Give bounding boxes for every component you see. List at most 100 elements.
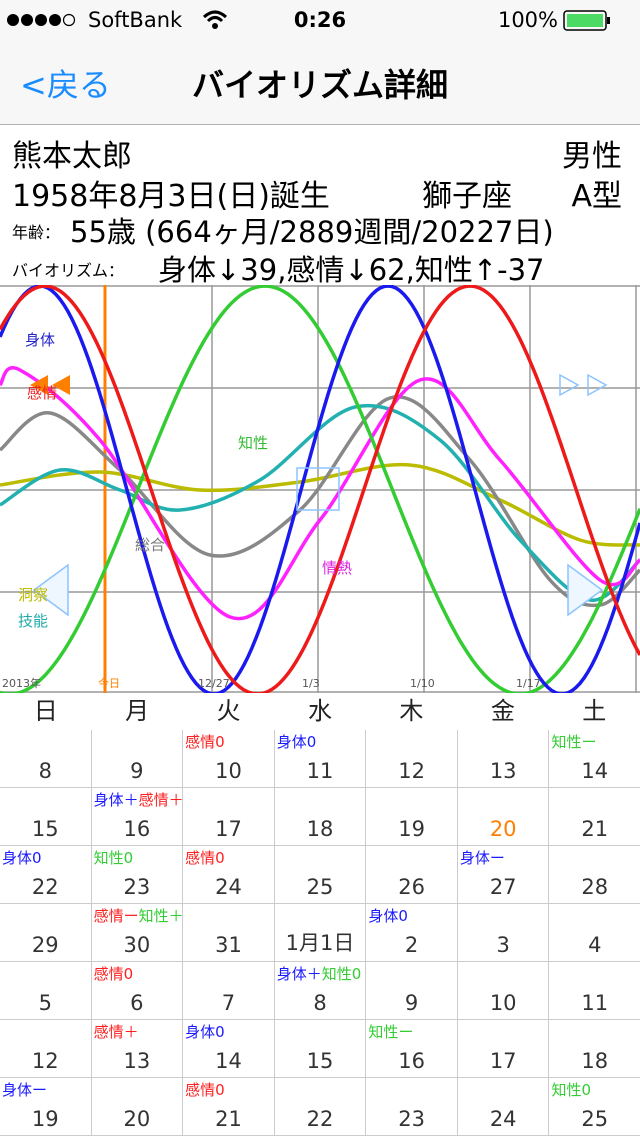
day-cell: 5 bbox=[0, 962, 92, 1020]
status-bar: SoftBank 0:26 100% bbox=[0, 0, 640, 40]
chart-label: 情熱 bbox=[322, 559, 352, 577]
day-number: 22 bbox=[31, 875, 59, 899]
day-number: 8 bbox=[38, 759, 52, 783]
tag: 身体ー bbox=[2, 1081, 48, 1099]
tag: 知性0 bbox=[93, 849, 134, 867]
day-number: 29 bbox=[31, 933, 59, 957]
day-number: 15 bbox=[306, 1049, 334, 1073]
tag: 身体＋ bbox=[93, 791, 139, 809]
weekday: 金 bbox=[490, 697, 515, 725]
back-button[interactable]: <戻る bbox=[20, 66, 111, 104]
day-cell: 4 bbox=[549, 904, 640, 962]
day-number: 19 bbox=[31, 1107, 59, 1131]
day-cell: 11 bbox=[549, 962, 640, 1020]
day-number: 17 bbox=[489, 1049, 517, 1073]
day-cell: 知性0 25 bbox=[549, 1078, 640, 1136]
gender: 男性 bbox=[562, 139, 622, 174]
day-cell: 26 bbox=[366, 846, 458, 904]
day-cell: 21 bbox=[549, 788, 640, 846]
tag-group: 感情0 bbox=[94, 963, 134, 984]
weekday: 日 bbox=[33, 697, 58, 725]
day-number: 20 bbox=[123, 1107, 151, 1131]
day-number: 22 bbox=[306, 1107, 334, 1131]
curve bbox=[0, 285, 640, 693]
day-number: 28 bbox=[581, 875, 609, 899]
tag-group: 身体ー bbox=[2, 1079, 47, 1100]
day-number: 18 bbox=[581, 1049, 609, 1073]
day-number: 13 bbox=[489, 759, 517, 783]
curve bbox=[0, 285, 640, 693]
day-cell: 知性0 23 bbox=[91, 846, 184, 904]
day-cell: 19 bbox=[366, 788, 458, 846]
day-number: 6 bbox=[130, 991, 144, 1015]
day-cell: 25 bbox=[274, 846, 367, 904]
day-cell: 13 bbox=[457, 730, 550, 788]
calendar-row: 15 身体＋感情＋ 16 17 18 19 20 21 bbox=[0, 788, 640, 846]
day-number: 8 bbox=[313, 991, 327, 1015]
time: 0:26 bbox=[293, 8, 347, 32]
weekday: 土 bbox=[582, 697, 607, 725]
tag: 知性ー bbox=[551, 733, 597, 751]
tag: 身体0 bbox=[276, 733, 317, 751]
day-cell: 18 bbox=[274, 788, 367, 846]
tag-group: 感情0 bbox=[185, 731, 225, 752]
day-number: 9 bbox=[404, 991, 419, 1015]
curve bbox=[0, 285, 640, 693]
day-number: 14 bbox=[581, 759, 609, 783]
day-cell: 7 bbox=[183, 962, 275, 1020]
day-cell: 感情0 21 bbox=[183, 1078, 275, 1136]
date-label: 1/3 bbox=[302, 677, 320, 690]
weekday: 水 bbox=[307, 697, 332, 725]
day-number: 17 bbox=[215, 817, 242, 841]
calendar-row: 5 感情0 6 7 身体＋知性0 8 9 10 11 bbox=[0, 962, 640, 1020]
tag: 知性＋ bbox=[138, 907, 184, 925]
day-cell: 9 bbox=[91, 730, 184, 788]
tag: 身体＋ bbox=[276, 965, 322, 983]
tag-group: 知性0 bbox=[94, 847, 134, 868]
day-number: 24 bbox=[489, 1107, 517, 1131]
tag-group: 知性0 bbox=[551, 1079, 591, 1100]
day-number: 25 bbox=[581, 1107, 609, 1131]
tag-group: 感情＋ bbox=[94, 1021, 139, 1042]
date-label: 1/17 bbox=[516, 677, 541, 690]
day-cell: 身体ー 19 bbox=[0, 1078, 92, 1136]
day-cell: 10 bbox=[457, 962, 550, 1020]
battery bbox=[563, 10, 610, 31]
day-cell: 20 bbox=[457, 788, 550, 846]
chart-label: 感情 bbox=[27, 384, 57, 402]
calendar: 8 9 感情0 10 身体0 11 12 13 知性ー 14 15 身体＋感情＋ 16 17 18 19 20 2… bbox=[0, 730, 640, 1136]
day-number: 14 bbox=[215, 1049, 242, 1073]
day-cell: 感情0 6 bbox=[91, 962, 184, 1020]
day-cell: 身体＋感情＋ 16 bbox=[91, 788, 184, 846]
chart-label: 知性 bbox=[238, 434, 268, 452]
day-number: 31 bbox=[215, 933, 242, 957]
tag-group: 身体0 bbox=[185, 1021, 225, 1042]
day-cell: 29 bbox=[0, 904, 92, 962]
day-number: 15 bbox=[31, 817, 59, 841]
day-number: 21 bbox=[215, 1107, 242, 1131]
tag-group: 知性ー bbox=[551, 731, 596, 752]
sign: 獅子座 bbox=[422, 179, 512, 214]
tag-group: 身体0 bbox=[277, 731, 317, 752]
tag: 知性0 bbox=[321, 965, 362, 983]
day-cell: 感情0 24 bbox=[183, 846, 275, 904]
day-cell: 17 bbox=[457, 1020, 550, 1078]
day-number: 30 bbox=[123, 933, 151, 957]
day-cell: 15 bbox=[0, 788, 92, 846]
curve bbox=[0, 395, 640, 608]
tag: 身体0 bbox=[185, 1023, 225, 1041]
curve bbox=[0, 403, 640, 602]
tag: 感情0 bbox=[93, 965, 134, 983]
tag-group: 身体＋知性0 bbox=[277, 963, 362, 984]
tag-group: 知性ー bbox=[368, 1021, 413, 1042]
day-number: 23 bbox=[123, 875, 151, 899]
chart-label: 身体 bbox=[25, 331, 55, 349]
day-number: 20 bbox=[489, 817, 517, 841]
bio-label: バイオリズム： bbox=[12, 261, 125, 280]
day-number: 24 bbox=[215, 875, 242, 899]
day-cell: 身体0 14 bbox=[183, 1020, 275, 1078]
day-cell: 知性ー 16 bbox=[366, 1020, 458, 1078]
tag: 感情0 bbox=[185, 733, 225, 751]
day-number: 23 bbox=[398, 1107, 425, 1131]
